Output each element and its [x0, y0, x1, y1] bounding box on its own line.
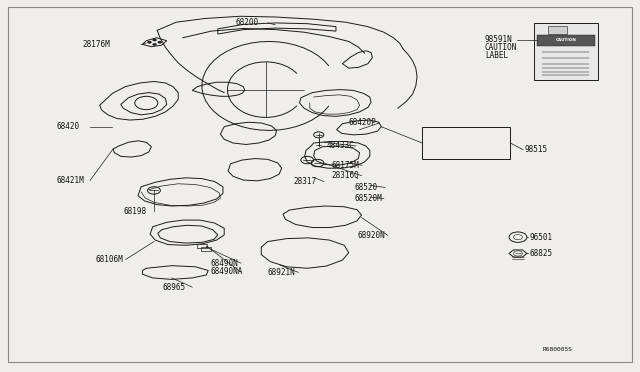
Circle shape	[148, 41, 152, 43]
Text: LABEL: LABEL	[484, 51, 508, 60]
Text: 28317: 28317	[293, 177, 316, 186]
Text: 28176M: 28176M	[83, 40, 111, 49]
Text: R680005S: R680005S	[542, 347, 572, 352]
Text: 98515: 98515	[524, 145, 547, 154]
Text: 68921N: 68921N	[268, 268, 296, 277]
Text: 68965: 68965	[163, 283, 186, 292]
Bar	[196, 244, 207, 248]
Text: 68490NA: 68490NA	[210, 267, 243, 276]
Text: 68106M: 68106M	[95, 255, 123, 264]
Bar	[422, 127, 510, 159]
Text: 68490N: 68490N	[210, 259, 238, 267]
Text: 68198: 68198	[124, 207, 147, 216]
Bar	[537, 35, 595, 46]
Text: CAUTION: CAUTION	[484, 43, 517, 52]
Text: 68920N: 68920N	[357, 231, 385, 240]
Text: 98591N: 98591N	[484, 35, 513, 44]
Text: 28316Q: 28316Q	[332, 171, 359, 180]
Circle shape	[158, 41, 162, 43]
FancyBboxPatch shape	[534, 23, 598, 80]
Text: CAUTION: CAUTION	[556, 38, 576, 42]
Bar	[201, 247, 211, 251]
Text: 68420: 68420	[57, 122, 80, 131]
Circle shape	[153, 39, 157, 41]
Text: 68420P: 68420P	[348, 119, 376, 128]
Text: 68175M: 68175M	[332, 161, 359, 170]
Text: 68520: 68520	[355, 183, 378, 192]
Text: 68825: 68825	[529, 249, 552, 258]
Circle shape	[153, 43, 157, 45]
Text: 68421M: 68421M	[57, 176, 84, 185]
Text: 96501: 96501	[529, 232, 552, 242]
Text: 68200: 68200	[236, 18, 259, 27]
Text: 68520M: 68520M	[355, 194, 382, 203]
Text: 48433C: 48433C	[326, 141, 354, 151]
Bar	[548, 26, 567, 34]
